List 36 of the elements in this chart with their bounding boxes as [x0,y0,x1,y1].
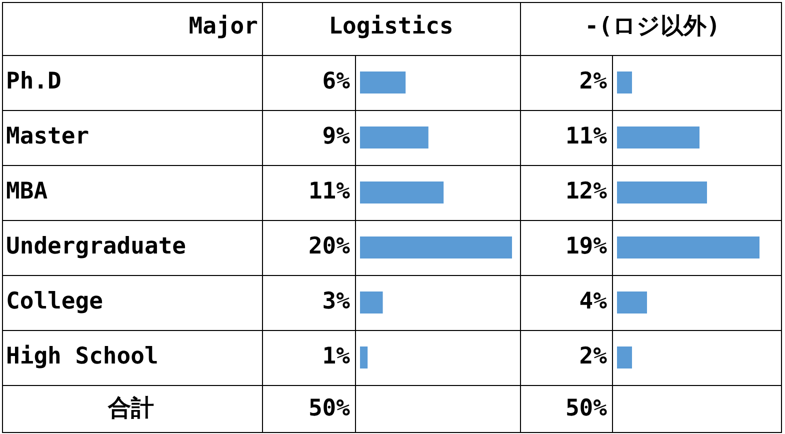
bar [617,292,647,314]
data-label: 11% [565,123,608,150]
y-tick-label: Ph.D [6,68,62,94]
y-tick-label: MBA [6,178,48,204]
bar [360,292,383,314]
y-tick-label: College [6,288,103,314]
data-label: 4% [579,288,608,314]
bar [617,236,760,258]
data-label: 11% [308,178,350,204]
y-axis-title: Major [188,13,258,40]
bar [617,126,700,148]
bar [617,346,632,368]
data-label: 6% [322,68,350,94]
data-label: 20% [308,233,350,260]
y-tick-label: High School [6,343,158,370]
bar [360,182,444,204]
bar [617,72,632,94]
data-label: 12% [565,178,608,204]
y-tick-label: Master [6,123,90,150]
data-label: 9% [322,123,350,150]
text: 50% [308,395,350,422]
data-label: 1% [322,343,350,370]
bar [360,72,406,94]
data-label: 2% [579,343,608,370]
bar [617,182,707,204]
text: 50% [565,395,608,422]
data-label: 2% [579,68,608,94]
bar [360,346,368,368]
y-tick-label: Undergraduate [6,233,186,260]
chart-title: Logistics [328,13,454,40]
data-label: 19% [565,233,608,260]
bar [360,236,512,258]
bar [360,126,428,148]
chart-title: -(ロジ以外) [584,13,720,40]
data-label: 3% [322,288,350,314]
text: 合計 [107,395,154,422]
